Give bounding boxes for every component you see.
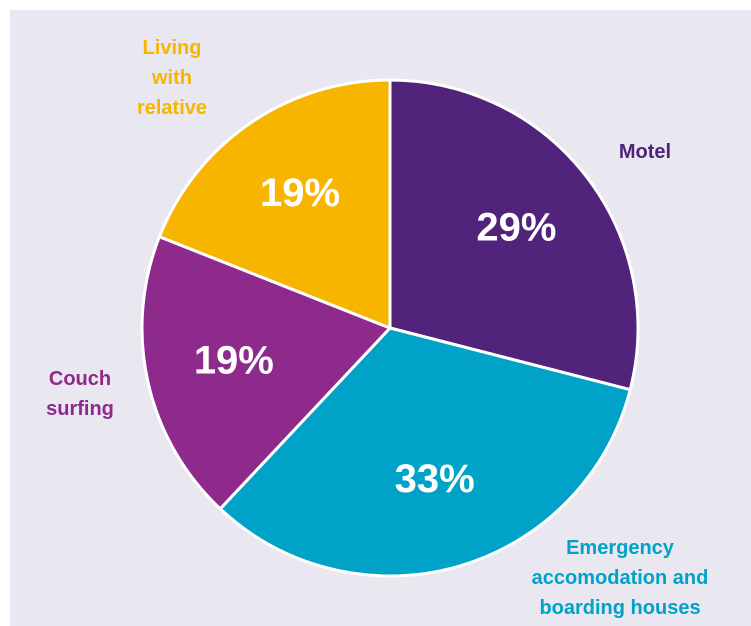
category-label-line: Emergency — [566, 537, 675, 559]
value-label: 19% — [260, 171, 340, 215]
category-label-line: Couch — [49, 368, 111, 390]
pie-slice — [157, 78, 392, 331]
category-label-line: with — [151, 67, 192, 89]
category-label-line: relative — [137, 97, 207, 119]
value-label: 19% — [194, 338, 274, 382]
category-label-line: Living — [143, 37, 202, 59]
category-label-line: boarding houses — [539, 597, 700, 619]
pie-slice — [218, 326, 633, 578]
category-label: Emergency accomodation and boarding houses — [532, 537, 709, 619]
category-label: Couch surfing — [46, 368, 114, 420]
pie-slice — [388, 78, 640, 392]
category-label-line: Motel — [619, 141, 671, 163]
value-label: 33% — [395, 457, 475, 501]
category-label: Living with relative — [137, 37, 207, 119]
category-label-line: accomodation and — [532, 567, 709, 589]
category-label: Motel — [619, 141, 671, 163]
value-label: 29% — [476, 205, 556, 249]
category-label-line: surfing — [46, 398, 114, 420]
